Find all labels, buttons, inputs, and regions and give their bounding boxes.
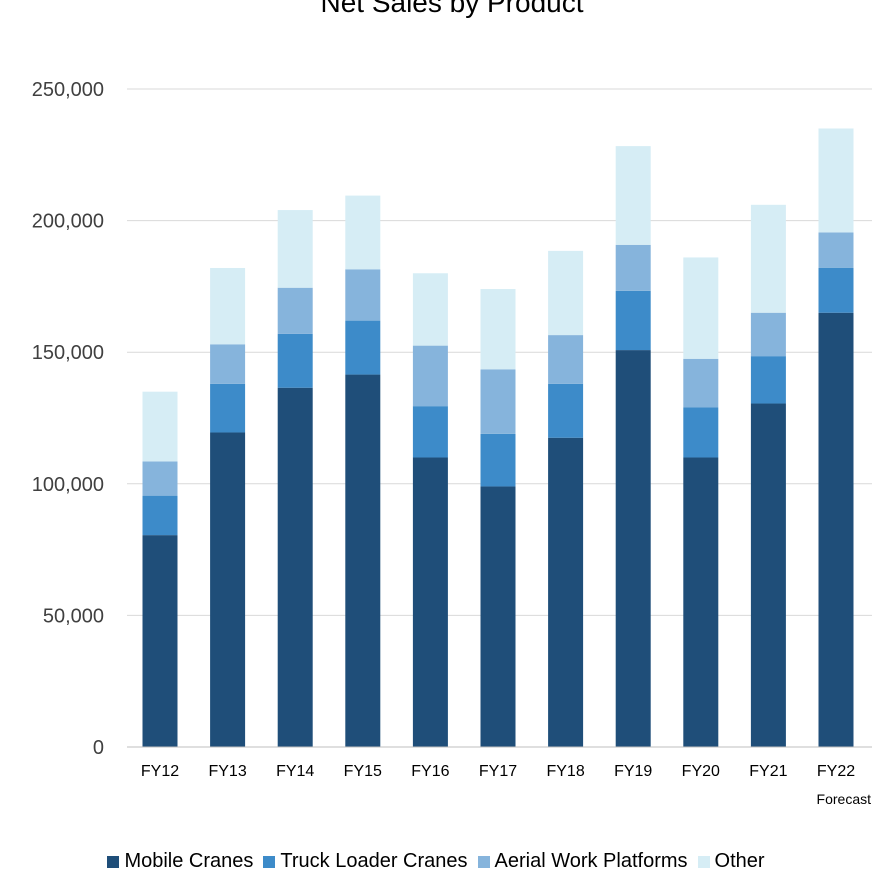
bar-other-fy13 bbox=[210, 267, 246, 345]
x-tick-label: FY20 bbox=[682, 763, 720, 780]
y-tick-label: 150,000 bbox=[32, 342, 104, 364]
y-axis: 0 50,000 100,000 150,000 200,000 250,000 bbox=[32, 79, 104, 759]
legend-label: Truck Loader Cranes bbox=[280, 850, 468, 872]
y-tick-label: 100,000 bbox=[32, 474, 104, 496]
bar-truck-loader-cranes-fy18 bbox=[548, 383, 584, 438]
bar-truck-loader-cranes-fy15 bbox=[345, 320, 381, 375]
x-tick-label: FY19 bbox=[614, 763, 652, 780]
bar-truck-loader-cranes-fy20 bbox=[683, 407, 719, 458]
legend-label: Aerial Work Platforms bbox=[494, 850, 688, 872]
bar-mobile-cranes-fy15 bbox=[345, 374, 381, 747]
legend-swatch bbox=[263, 855, 276, 868]
bar-other-fy20 bbox=[683, 257, 719, 359]
bar-aerial-work-platforms-fy17 bbox=[480, 369, 516, 434]
stacked-bar-chart: Net Sales by Product 0 50,000 100,000 150,0… bbox=[32, 0, 872, 807]
bar-other-fy12 bbox=[142, 391, 178, 462]
bar-mobile-cranes-fy20 bbox=[683, 457, 719, 747]
bar-aerial-work-platforms-fy12 bbox=[142, 461, 178, 496]
bar-other-fy17 bbox=[480, 289, 516, 370]
bar-aerial-work-platforms-fy21 bbox=[750, 312, 786, 357]
x-tick-label: FY22 bbox=[817, 763, 855, 780]
x-tick-label: FY16 bbox=[411, 763, 449, 780]
legend-swatch bbox=[107, 855, 120, 868]
bar-mobile-cranes-fy16 bbox=[412, 457, 448, 747]
bar-mobile-cranes-fy12 bbox=[142, 535, 178, 747]
x-tick-label: FY18 bbox=[546, 763, 584, 780]
bar-aerial-work-platforms-fy13 bbox=[210, 344, 246, 384]
bar-aerial-work-platforms-fy18 bbox=[548, 335, 584, 384]
bar-aerial-work-platforms-fy20 bbox=[683, 358, 719, 408]
bar-mobile-cranes-fy13 bbox=[210, 432, 246, 747]
bar-mobile-cranes-fy19 bbox=[615, 350, 651, 747]
x-tick-label: FY13 bbox=[208, 763, 246, 780]
bar-other-fy16 bbox=[412, 273, 448, 346]
bar-mobile-cranes-fy18 bbox=[548, 437, 584, 747]
bar-other-fy18 bbox=[548, 250, 584, 336]
x-tick-label: FY12 bbox=[141, 763, 179, 780]
bar-other-fy21 bbox=[750, 204, 786, 313]
bar-truck-loader-cranes-fy19 bbox=[615, 290, 651, 351]
legend-item: Aerial Work Platforms bbox=[477, 850, 688, 873]
y-tick-label: 200,000 bbox=[32, 211, 104, 233]
bar-other-fy14 bbox=[277, 210, 313, 288]
bar-aerial-work-platforms-fy19 bbox=[615, 244, 651, 291]
bar-other-fy15 bbox=[345, 195, 381, 270]
x-tick-note: Forecast bbox=[817, 791, 872, 807]
y-tick-label: 50,000 bbox=[43, 605, 104, 627]
bars bbox=[142, 128, 854, 747]
bar-mobile-cranes-fy14 bbox=[277, 387, 313, 747]
bar-truck-loader-cranes-fy22 bbox=[818, 267, 854, 313]
bar-aerial-work-platforms-fy16 bbox=[412, 345, 448, 407]
bar-mobile-cranes-fy22 bbox=[818, 312, 854, 747]
legend-item: Other bbox=[697, 850, 765, 873]
bar-truck-loader-cranes-fy12 bbox=[142, 495, 178, 536]
bar-mobile-cranes-fy17 bbox=[480, 486, 516, 747]
legend-swatch bbox=[697, 855, 710, 868]
legend-label: Other bbox=[714, 850, 765, 872]
bar-aerial-work-platforms-fy14 bbox=[277, 287, 313, 334]
x-axis: FY12 FY13 FY14 FY15 FY16 FY17 FY18 FY19 FY20 FY21… bbox=[141, 763, 871, 807]
legend: Mobile Cranes Truck Loader Cranes Aerial W… bbox=[0, 850, 872, 873]
legend-item: Mobile Cranes bbox=[107, 850, 253, 873]
bar-other-fy22 bbox=[818, 128, 854, 233]
bar-truck-loader-cranes-fy13 bbox=[210, 383, 246, 433]
bar-truck-loader-cranes-fy14 bbox=[277, 333, 313, 388]
legend-item: Truck Loader Cranes bbox=[263, 850, 468, 873]
x-tick-label: FY17 bbox=[479, 763, 517, 780]
y-tick-label: 0 bbox=[93, 737, 104, 759]
y-tick-label: 250,000 bbox=[32, 79, 104, 101]
chart-title: Net Sales by Product bbox=[320, 0, 583, 18]
bar-other-fy19 bbox=[615, 146, 651, 245]
bar-truck-loader-cranes-fy17 bbox=[480, 433, 516, 487]
x-tick-label: FY14 bbox=[276, 763, 314, 780]
x-tick-label: FY15 bbox=[344, 763, 382, 780]
legend-swatch bbox=[477, 855, 490, 868]
bar-truck-loader-cranes-fy16 bbox=[412, 406, 448, 458]
bar-mobile-cranes-fy21 bbox=[750, 403, 786, 747]
x-tick-label: FY21 bbox=[749, 763, 787, 780]
bar-aerial-work-platforms-fy22 bbox=[818, 232, 854, 268]
bar-aerial-work-platforms-fy15 bbox=[345, 269, 381, 321]
legend-label: Mobile Cranes bbox=[124, 850, 254, 872]
bar-truck-loader-cranes-fy21 bbox=[750, 356, 786, 404]
